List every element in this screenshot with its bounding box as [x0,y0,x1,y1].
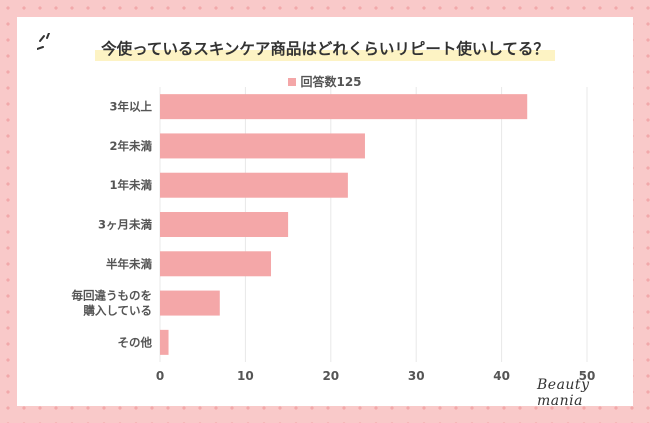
check-icon [37,33,50,50]
x-tick-label-2: 20 [322,369,339,383]
category-label-0: 3年以上 [109,100,152,114]
brand-logo: Beauty mania [537,377,590,409]
bar-1 [160,133,365,159]
x-tick-label-5: 50 [579,369,596,383]
bar-0 [160,94,528,120]
bar-chart: 0 10 20 30 40 50 3年以上 2年未満 1年未満 3ヶ月未満半年未満毎回違うものを購… [72,87,596,383]
category-label-6: その他 [118,335,153,349]
chart-title: 今使っているスキンケア商品はどれくらいリピート使いしてる？ [95,37,555,61]
chart-legend: 回答数125 [17,73,633,90]
chart-card: 今使っているスキンケア商品はどれくらいリピート使いしてる？ 回答数125 0 10… [17,17,633,409]
category-label-4: 半年未満 [106,257,152,271]
legend-label: 回答数125 [300,75,362,89]
x-tick-label-1: 10 [237,369,254,383]
bar-2 [160,172,348,198]
legend-swatch [288,78,297,86]
category-label-1: 2年未満 [109,139,152,153]
category-label-2: 1年未満 [109,178,152,192]
bar-6 [160,329,169,355]
bar-3 [160,212,289,237]
x-tick-label-0: 0 [156,369,164,383]
bar-5 [160,290,220,316]
x-tick-label-3: 30 [408,369,425,383]
x-tick-label-4: 40 [493,369,510,383]
category-label-3: 3ヶ月未満 [98,218,153,232]
bar-4 [160,251,272,277]
category-label-5: 毎回違うものを購入している [72,289,153,318]
